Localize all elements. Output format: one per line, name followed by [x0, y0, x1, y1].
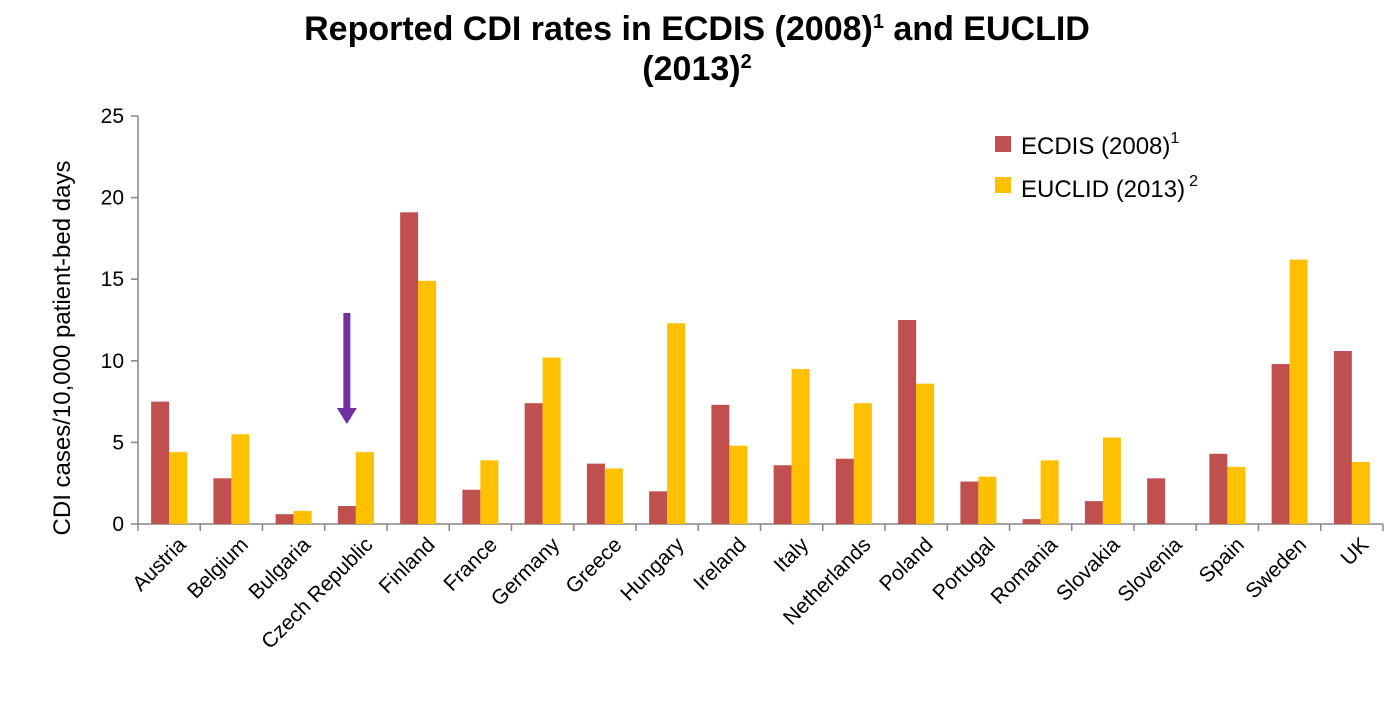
bar-ecdis-netherlands [835, 458, 854, 524]
bar-euclid-spain [1227, 466, 1246, 524]
legend: ECDIS (2008)1 EUCLID (2013) 2 [995, 130, 1198, 203]
bar-ecdis-finland [400, 212, 419, 524]
y-tick-label: 15 [101, 268, 124, 291]
chart-title-line2: (2013) [642, 50, 740, 88]
bar-ecdis-romania [1022, 519, 1041, 524]
bar-ecdis-germany [524, 403, 543, 524]
x-tick-label: Ireland [689, 533, 751, 595]
chart-title: Reported CDI rates in ECDIS (2008)1 and … [304, 10, 1090, 48]
x-tick-label: Spain [1195, 533, 1249, 587]
chart-title-sup1: 1 [873, 11, 884, 33]
bar-euclid-sweden [1289, 259, 1308, 524]
bar-ecdis-sweden [1271, 364, 1290, 524]
bar-euclid-netherlands [853, 403, 872, 524]
bar-ecdis-austria [151, 401, 170, 524]
bar-euclid-belgium [231, 434, 250, 524]
y-tick-label: 0 [112, 513, 124, 536]
bar-euclid-ireland [729, 445, 748, 524]
bar-ecdis-czech-republic [337, 506, 356, 524]
x-tick-label: Poland [875, 533, 938, 596]
chart-title-2: (2013)2 [642, 50, 751, 88]
chart-title-sup2: 2 [741, 51, 752, 73]
bar-ecdis-uk [1333, 351, 1352, 524]
bar-ecdis-belgium [213, 478, 232, 524]
x-tick-label: Belgium [183, 533, 253, 603]
bar-ecdis-hungary [649, 491, 668, 524]
x-tick-label: Italy [770, 533, 814, 577]
bar-euclid-poland [916, 383, 935, 524]
x-tick-label: Germany [487, 533, 565, 611]
x-tick-label: Czech Republic [257, 533, 377, 653]
x-tick-label: Finland [375, 533, 440, 598]
y-axis-label: CDI cases/10,000 patient-bed days [49, 161, 76, 536]
legend-swatch-euclid [995, 177, 1011, 193]
x-tick-label: Austria [128, 533, 191, 596]
bars [151, 212, 1370, 524]
legend-label-ecdis: ECDIS (2008)1 [1021, 130, 1179, 160]
bar-ecdis-poland [898, 320, 917, 524]
x-tick-label: Slovakia [1052, 533, 1125, 606]
bar-euclid-hungary [667, 323, 686, 524]
legend-swatch-ecdis [995, 136, 1011, 152]
bar-euclid-uk [1351, 461, 1370, 524]
x-tick-label: UK [1337, 533, 1374, 570]
bar-euclid-czech-republic [355, 452, 374, 524]
x-tick-label: France [439, 533, 501, 595]
bar-euclid-greece [604, 468, 623, 524]
x-tick-label: Hungary [616, 533, 689, 606]
bar-euclid-finland [418, 280, 437, 524]
bar-euclid-slovakia [1102, 437, 1121, 524]
bar-euclid-france [480, 460, 499, 524]
bar-euclid-romania [1040, 460, 1059, 524]
bar-ecdis-slovakia [1084, 501, 1103, 524]
x-tick-label: Romania [986, 533, 1062, 609]
x-tick-label: Sweden [1241, 533, 1311, 603]
y-tick-label: 20 [101, 187, 124, 210]
bar-euclid-portugal [978, 476, 997, 524]
bar-ecdis-greece [586, 463, 605, 524]
annotation-arrow [336, 313, 357, 424]
bar-ecdis-portugal [960, 481, 979, 524]
bar-ecdis-france [462, 489, 481, 524]
bar-ecdis-slovenia [1147, 478, 1166, 524]
bar-ecdis-bulgaria [275, 514, 294, 524]
chart-title-line1: Reported CDI rates in ECDIS (2008) [304, 10, 873, 48]
bar-euclid-austria [169, 452, 188, 524]
bar-euclid-germany [542, 357, 561, 524]
bar-ecdis-italy [773, 465, 792, 524]
chart-title-mid: and EUCLID [884, 10, 1090, 48]
legend-label-euclid: EUCLID (2013) 2 [1021, 173, 1198, 203]
bar-ecdis-ireland [711, 404, 730, 524]
arrow-head [336, 408, 357, 424]
y-tick-label: 10 [101, 350, 124, 373]
bar-euclid-italy [791, 368, 810, 524]
bar-euclid-bulgaria [293, 510, 312, 524]
bar-ecdis-spain [1209, 453, 1228, 524]
x-tick-label: Slovenia [1113, 533, 1186, 606]
y-tick-label: 5 [112, 431, 124, 454]
y-tick-label: 25 [101, 105, 124, 128]
